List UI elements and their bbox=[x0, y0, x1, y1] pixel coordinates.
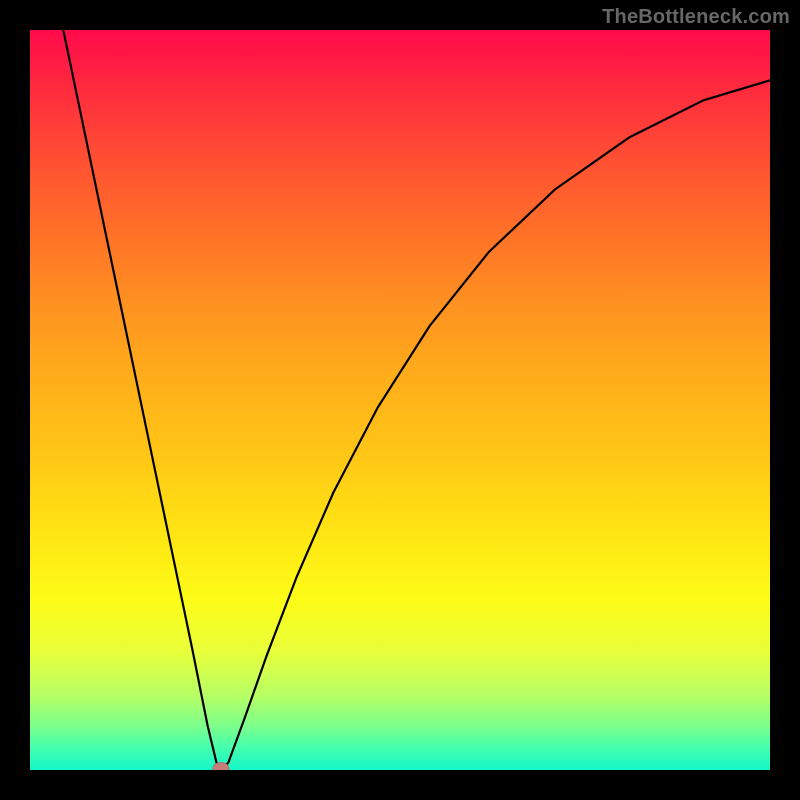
marker-layer bbox=[30, 30, 770, 770]
watermark-text: TheBottleneck.com bbox=[602, 6, 790, 29]
minimum-marker bbox=[213, 763, 229, 770]
plot-area bbox=[30, 30, 770, 770]
chart-frame: TheBottleneck.com bbox=[0, 0, 800, 800]
